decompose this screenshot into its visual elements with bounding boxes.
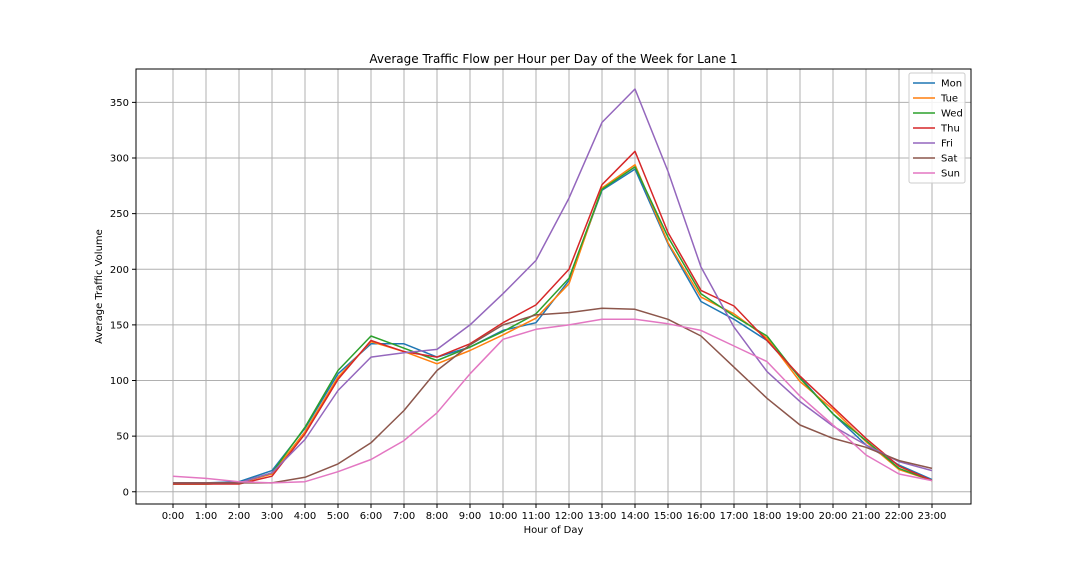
x-tick-label: 10:00 (489, 511, 518, 522)
y-tick-label: 0 (123, 487, 129, 498)
x-tick-label: 8:00 (426, 511, 448, 522)
plot-frame (135, 68, 972, 505)
x-tick-label: 0:00 (162, 511, 184, 522)
x-tick-label: 11:00 (522, 511, 551, 522)
legend-label: Tue (940, 94, 958, 105)
y-tick-label: 350 (110, 98, 129, 109)
y-tick-label: 300 (110, 154, 129, 165)
x-tick-label: 23:00 (918, 511, 947, 522)
series-line-sun (172, 318, 933, 484)
x-tick-label: 3:00 (261, 511, 283, 522)
legend-label: Mon (941, 79, 962, 90)
x-tick-label: 18:00 (753, 511, 782, 522)
y-axis: 0 50 100 150 200 250 300 350 (110, 98, 136, 498)
x-tick-label: 20:00 (819, 511, 848, 522)
series-line-tue (173, 163, 933, 485)
y-tick-label: 250 (110, 209, 129, 220)
y-tick-label: 50 (116, 432, 129, 443)
y-axis-label: Average Traffic Volume (94, 229, 105, 344)
x-tick-label: 5:00 (327, 511, 349, 522)
x-tick-label: 22:00 (885, 511, 914, 522)
y-tick-label: 100 (110, 376, 129, 387)
x-tick-label: 1:00 (195, 511, 217, 522)
series-line-wed (173, 166, 933, 485)
x-tick-label: 16:00 (687, 511, 716, 522)
legend: Mon Tue Wed Thu Fri Sat Sun (908, 72, 966, 184)
x-tick-label: 21:00 (852, 511, 881, 522)
y-tick-label: 200 (110, 265, 129, 276)
x-tick-label: 7:00 (393, 511, 415, 522)
series-line-thu (173, 150, 933, 485)
series-lines (172, 88, 933, 485)
x-tick-label: 12:00 (555, 511, 584, 522)
chart-title: Average Traffic Flow per Hour per Day of… (369, 52, 737, 66)
legend-box (908, 72, 966, 184)
x-tick-label: 9:00 (459, 511, 481, 522)
x-tick-label: 6:00 (360, 511, 382, 522)
legend-label: Fri (941, 139, 953, 150)
x-axis: 0:00 1:00 2:00 3:00 4:00 5:00 6:00 7:00 8:00 9:00… (162, 504, 947, 522)
x-tick-label: 13:00 (588, 511, 617, 522)
x-tick-label: 15:00 (654, 511, 683, 522)
x-tick-label: 17:00 (720, 511, 749, 522)
x-tick-label: 14:00 (621, 511, 650, 522)
y-tick-label: 150 (110, 320, 129, 331)
legend-label: Thu (940, 124, 960, 135)
x-tick-label: 19:00 (786, 511, 815, 522)
x-tick-label: 4:00 (294, 511, 316, 522)
legend-label: Sat (941, 154, 957, 165)
legend-label: Wed (941, 109, 963, 120)
series-line-fri (173, 88, 933, 484)
x-tick-label: 2:00 (228, 511, 250, 522)
x-axis-label: Hour of Day (524, 525, 584, 536)
legend-label: Sun (941, 169, 960, 180)
grid (136, 69, 971, 504)
series-line-sat (173, 307, 933, 484)
